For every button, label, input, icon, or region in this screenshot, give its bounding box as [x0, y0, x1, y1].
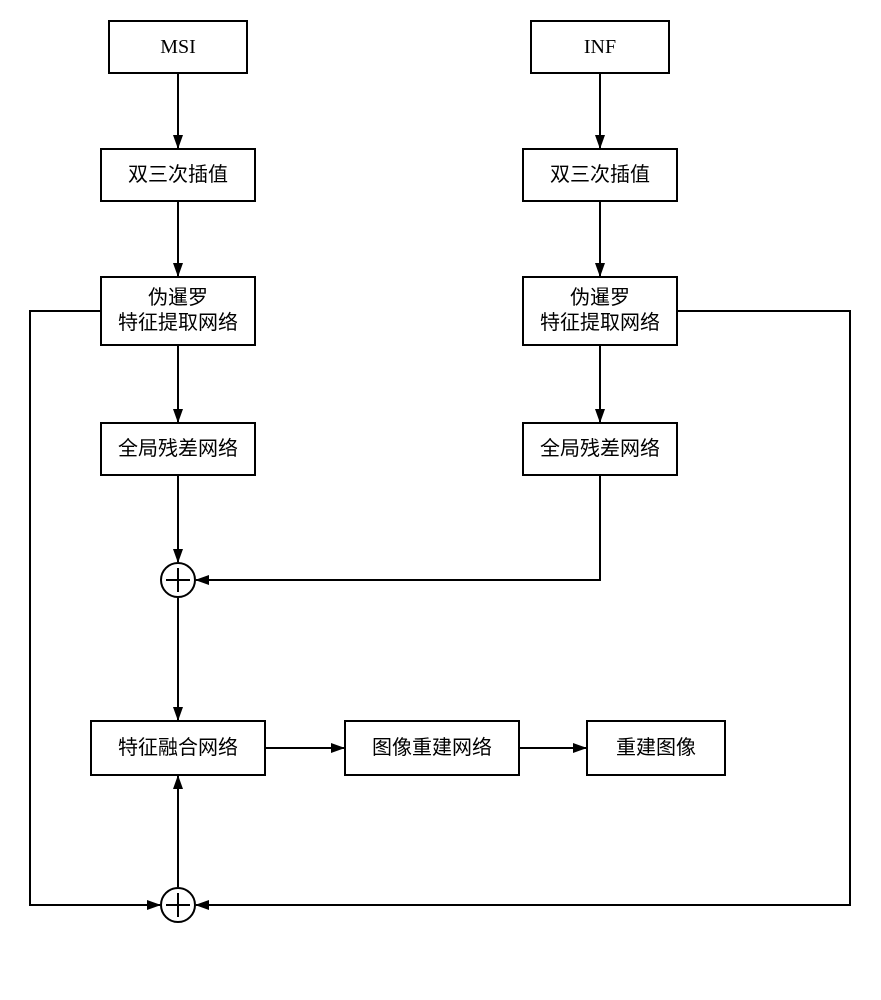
node-bicubic-l: 双三次插值 — [100, 148, 256, 202]
node-reconimg: 重建图像 — [586, 720, 726, 776]
node-fusion: 特征融合网络 — [90, 720, 266, 776]
adder-1 — [160, 562, 196, 598]
node-resid-l: 全局残差网络 — [100, 422, 256, 476]
node-bicubic-r: 双三次插值 — [522, 148, 678, 202]
node-siamese-l: 伪暹罗 特征提取网络 — [100, 276, 256, 346]
node-inf: INF — [530, 20, 670, 74]
node-reconnet: 图像重建网络 — [344, 720, 520, 776]
node-msi: MSI — [108, 20, 248, 74]
adder-2 — [160, 887, 196, 923]
node-siamese-r: 伪暹罗 特征提取网络 — [522, 276, 678, 346]
node-resid-r: 全局残差网络 — [522, 422, 678, 476]
